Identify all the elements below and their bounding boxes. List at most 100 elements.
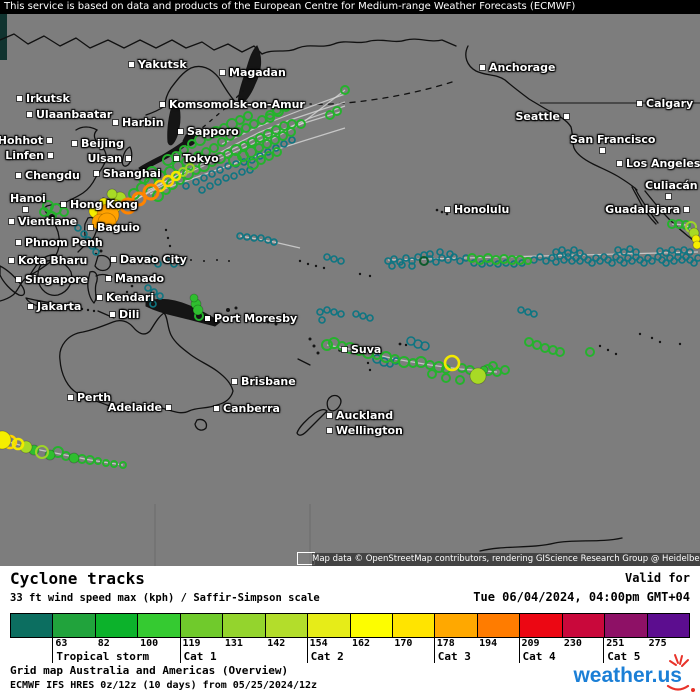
track-point-teal-rings (524, 308, 532, 316)
track-point-green-rings (500, 365, 510, 375)
track-point-teal-rings (206, 182, 214, 190)
track-point-yellow-filled (0, 430, 12, 450)
city-label: Irkutsk (26, 92, 70, 105)
scale-category-cat-1: Cat 1 (183, 650, 217, 663)
track-point-teal-rings (150, 288, 158, 296)
track-point-green-rings (59, 207, 69, 217)
city-marker-magadan: Magadan (220, 66, 286, 79)
track-point-teal-rings (366, 314, 374, 322)
city-label: Yakutsk (138, 58, 187, 71)
city-marker-kota-bharu: Kota Bharu (9, 254, 87, 267)
track-point-green-rings (193, 151, 203, 161)
track-line (107, 105, 346, 216)
city-square (342, 347, 347, 352)
city-square (129, 62, 134, 67)
city-marker-komsomolsk-on-amur: Komsomolsk-on-Amur (160, 98, 305, 111)
track-point-teal-rings (558, 246, 566, 254)
track-point-green-rings (47, 211, 57, 221)
track-point-teal-rings (390, 255, 398, 263)
city-square (113, 120, 118, 125)
track-point-green-rings (262, 139, 272, 149)
city-label: Los Angeles (626, 157, 700, 170)
track-point-teal-rings (548, 254, 556, 262)
track-point-teal-rings (323, 306, 331, 314)
city-marker-singapore: Singapore (16, 273, 88, 286)
city-marker-beijing: Beijing (72, 137, 124, 150)
track-point-teal-rings (257, 234, 265, 242)
track-point-green-rings (94, 457, 102, 465)
city-marker-suva: Suva (342, 343, 381, 356)
city-marker-hong-kong: Hong Kong (61, 198, 138, 211)
track-point-teal-rings (628, 257, 636, 265)
scale-tick-82: 82 (97, 638, 110, 649)
city-square (106, 276, 111, 281)
scale-tick-131: 131 (224, 638, 243, 649)
city-label: Kendari (106, 291, 155, 304)
track-point-green-rings (332, 106, 342, 116)
city-square (445, 207, 450, 212)
track-point-teal-rings (596, 257, 604, 265)
track-point-green-rings (585, 347, 595, 357)
city-marker-guadalajara: Guadalajara (605, 203, 689, 216)
track-line (111, 111, 341, 210)
scale-category-separator (52, 638, 54, 663)
city-marker-harbin: Harbin (113, 116, 164, 129)
track-point-green-rings (441, 373, 451, 383)
track-point-teal-rings (156, 292, 164, 300)
track-point-teal-rings (178, 258, 186, 266)
scale-segment-11 (477, 614, 521, 637)
track-point-green-rings (254, 143, 264, 153)
track-point-teal-rings (517, 306, 525, 314)
track-point-teal-rings (408, 257, 416, 265)
valid-for-label: Valid for (624, 571, 690, 585)
track-point-green-rings (110, 460, 118, 468)
track-point-green-rings (524, 257, 532, 265)
track-point-green-rings (271, 125, 281, 135)
track-point-teal-rings (200, 174, 208, 182)
map-attribution[interactable]: Map data © OpenStreetMap contributors, r… (312, 553, 700, 566)
track-point-green-rings (515, 255, 525, 265)
model-run-label: ECMWF IFS HRES 0z/12z (10 days) from 05/… (10, 680, 318, 691)
track-point-teal-rings (208, 170, 216, 178)
city-square (111, 257, 116, 262)
track-point-teal-rings (250, 234, 258, 242)
track-point-teal-rings (608, 259, 616, 267)
city-label: Hanoi (10, 192, 46, 205)
track-point-green-rings (225, 131, 235, 141)
city-marker-anchorage: Anchorage (480, 61, 555, 74)
city-marker-canberra: Canberra (214, 402, 280, 415)
scale-segment-12 (520, 614, 563, 637)
track-point-yellowgreen-filled (469, 367, 487, 385)
city-label: Manado (115, 272, 165, 285)
city-marker-ulsan: Ulsan (87, 152, 131, 165)
track-point-green-rings (217, 137, 227, 147)
sun-rays-icon (669, 654, 689, 667)
city-marker-perth: Perth (68, 391, 111, 404)
map-attribution-text: Map data © OpenStreetMap contributors, r… (312, 554, 700, 564)
track-point-teal-rings (620, 248, 628, 256)
city-marker-vientiane: Vientiane (9, 215, 77, 228)
city-square (68, 395, 73, 400)
track-point-teal-rings (222, 174, 230, 182)
track-point-green-rings (201, 147, 211, 157)
track-point-teal-rings (402, 254, 410, 262)
city-label: Harbin (122, 116, 164, 129)
city-square (9, 219, 14, 224)
weather-us-logo[interactable]: weather.us (573, 654, 695, 692)
map[interactable]: Yakutsk Magadan Irkutsk Ulaanbaatar Komsomol… (0, 14, 700, 566)
track-point-green-rings (286, 127, 296, 137)
city-label: Phnom Penh (25, 236, 103, 249)
track-point-teal-rings (143, 294, 151, 302)
track-point-teal-rings (542, 257, 550, 265)
city-marker-hohhot: Hohhot (0, 134, 52, 147)
city-square (166, 405, 171, 410)
city-label: Jakarta (37, 300, 82, 313)
track-point-teal-rings (144, 284, 152, 292)
track-point-teal-rings (243, 233, 251, 241)
track-point-green-rings (243, 111, 253, 121)
track-point-teal-rings (337, 257, 345, 265)
scale-segment-13 (562, 614, 606, 637)
city-marker-kendari: Kendari (97, 291, 154, 304)
city-label: Chengdu (25, 169, 80, 182)
